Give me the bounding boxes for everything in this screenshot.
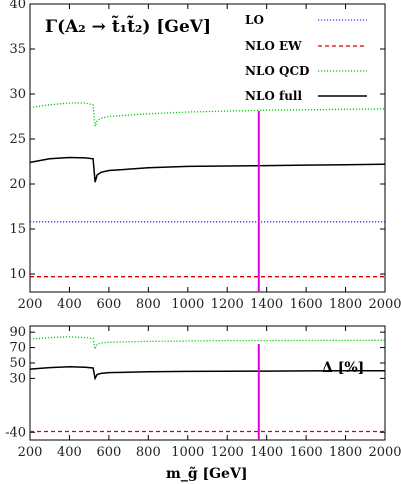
top-x-tick-label: 400 (57, 297, 82, 312)
top-y-tick-label: 25 (9, 132, 26, 147)
top-y-tick-label: 35 (9, 42, 26, 57)
bottom-x-tick-label: 200 (18, 445, 43, 460)
top-x-tick-label: 1400 (250, 297, 283, 312)
top-y-tick-label: 30 (9, 87, 26, 102)
bottom-x-tick-label: 1400 (250, 445, 283, 460)
legend-label: NLO full (245, 89, 302, 103)
bottom-y-tick-label: 30 (9, 371, 26, 386)
bottom-y-tick-label: 50 (9, 356, 26, 371)
bottom-y-tick-label: 70 (9, 341, 26, 356)
bottom-series-2 (29, 366, 386, 381)
legend-label: LO (245, 13, 264, 27)
top-x-tick-label: 1600 (290, 297, 323, 312)
bottom-y-tick-label: -40 (5, 425, 26, 440)
bottom-x-tick-label: 1800 (329, 445, 362, 460)
bottom-x-tick-label: 400 (57, 445, 82, 460)
bottom-y-tick-label: 90 (9, 325, 26, 340)
top-x-tick-label: 1000 (171, 297, 204, 312)
top-series-nlo-qcd (29, 102, 386, 127)
legend: LO NLO EW NLO QCD NLO full (245, 13, 367, 103)
bottom-x-tick-label: 1200 (211, 445, 244, 460)
bottom-x-tick-label: 600 (96, 445, 121, 460)
top-plot-frame (29, 3, 386, 293)
top-x-tick-label: 2000 (368, 297, 401, 312)
top-x-tick-label: 800 (136, 297, 161, 312)
top-y-tick-label: 10 (9, 267, 26, 282)
top-series-nlo-full (29, 156, 386, 183)
bottom-x-tick-label: 1600 (290, 445, 323, 460)
top-x-tick-label: 600 (96, 297, 121, 312)
top-y-tick-label: 20 (9, 177, 26, 192)
top-x-tick-label: 200 (18, 297, 43, 312)
top-x-tick-label: 1800 (329, 297, 362, 312)
bottom-x-tick-label: 800 (136, 445, 161, 460)
bottom-x-tick-label: 2000 (368, 445, 401, 460)
top-chart-title: Γ(A₂ → t̃₁t̃₂) [GeV] (45, 15, 211, 37)
legend-label: NLO QCD (245, 64, 309, 78)
x-axis-label: m_g̃ [GeV] (166, 465, 247, 482)
bottom-x-tick-label: 1000 (171, 445, 204, 460)
bottom-series-1 (29, 336, 386, 352)
top-x-tick-label: 1200 (211, 297, 244, 312)
legend-label: NLO EW (245, 39, 302, 53)
bottom-plot-frame (29, 325, 386, 441)
bottom-delta-label: Δ [%] (322, 360, 364, 376)
top-y-tick-label: 40 (9, 0, 26, 12)
top-y-tick-label: 15 (9, 222, 26, 237)
